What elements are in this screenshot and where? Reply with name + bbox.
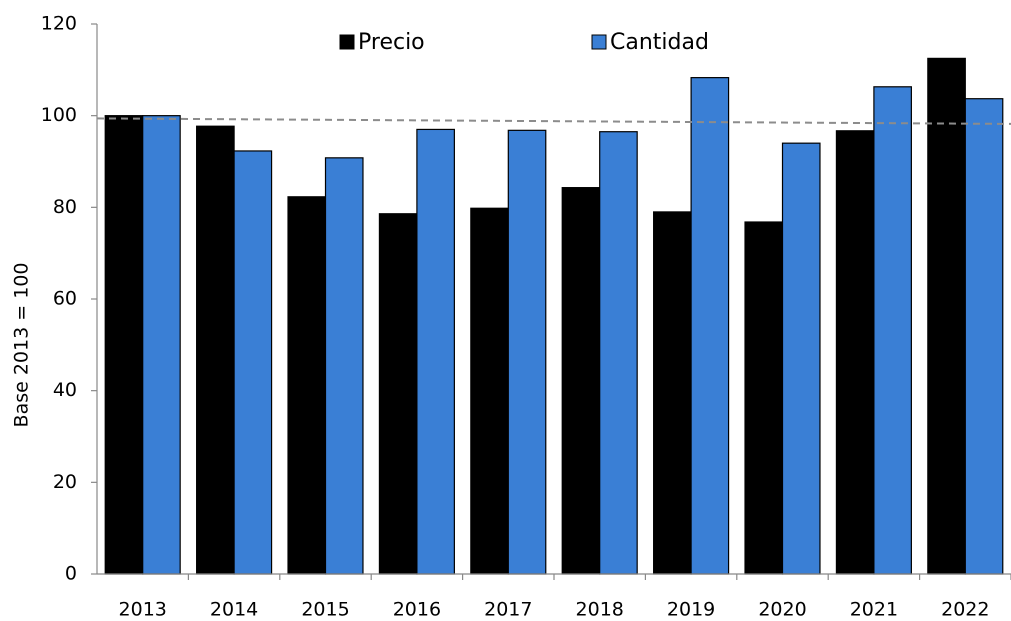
x-tick-label: 2014 <box>210 599 258 621</box>
bar <box>873 86 912 575</box>
bar <box>599 131 638 575</box>
bar <box>416 128 455 575</box>
y-tick-label: 20 <box>53 471 77 493</box>
bar <box>507 129 547 575</box>
legend-label: Precio <box>358 30 425 55</box>
legend-swatch <box>591 34 607 50</box>
bar <box>104 115 144 575</box>
bar <box>744 221 784 575</box>
y-tick-label: 120 <box>41 13 77 35</box>
bar <box>835 130 875 575</box>
y-tick-label: 80 <box>53 196 77 218</box>
bar <box>927 57 966 575</box>
y-tick-label: 0 <box>65 563 77 585</box>
x-tick-label: 2015 <box>301 599 349 621</box>
x-tick-label: 2013 <box>119 599 167 621</box>
y-tick-label: 60 <box>53 288 77 310</box>
y-tick-label: 40 <box>53 379 77 401</box>
bar <box>653 211 692 575</box>
x-tick-label: 2020 <box>758 599 806 621</box>
x-tick-label: 2021 <box>850 599 898 621</box>
trendline <box>96 117 1011 125</box>
legend-swatch <box>339 34 355 50</box>
bar <box>690 77 730 575</box>
x-tick-label: 2019 <box>667 599 715 621</box>
bar <box>142 115 181 575</box>
bar <box>196 125 235 575</box>
bar <box>781 142 821 575</box>
x-tick-label: 2018 <box>576 599 624 621</box>
bar <box>378 213 418 575</box>
x-tick-label: 2017 <box>484 599 532 621</box>
y-tick-label: 100 <box>41 104 77 126</box>
y-axis-title: Base 2013 = 100 <box>11 263 33 428</box>
bar <box>470 207 509 575</box>
x-tick-label: 2016 <box>393 599 441 621</box>
bar <box>287 196 327 575</box>
legend-label: Cantidad <box>610 30 709 55</box>
x-tick-label: 2022 <box>941 599 989 621</box>
bar <box>964 98 1004 575</box>
bar <box>233 150 273 575</box>
bar <box>561 187 601 575</box>
bar <box>324 157 364 575</box>
